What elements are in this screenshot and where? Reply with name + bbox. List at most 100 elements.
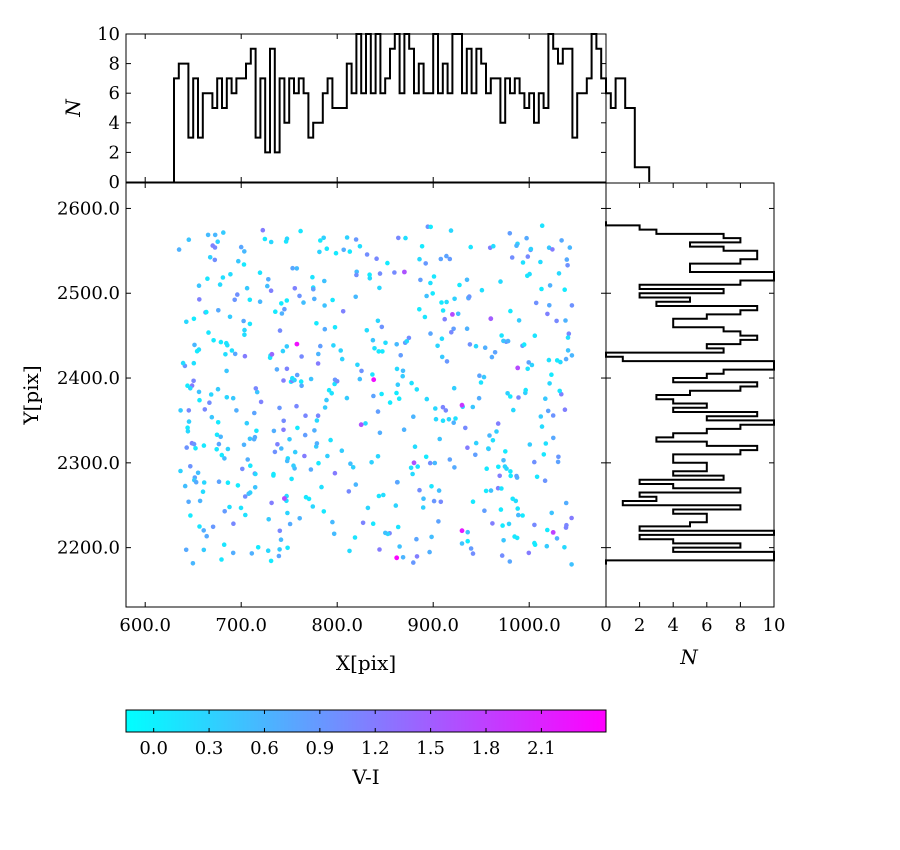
top-histogram-bar (265, 152, 270, 182)
scatter-point (490, 438, 496, 443)
scatter-point (218, 339, 224, 345)
scatter-point (569, 353, 575, 358)
scatter-point (381, 492, 386, 498)
scatter-point (274, 367, 280, 372)
scatter-point (457, 282, 462, 288)
scatter-point (322, 278, 327, 284)
scatter-point (376, 349, 382, 354)
scatter-x-tick-label: 900.0 (407, 615, 459, 636)
scatter-point (539, 223, 545, 228)
scatter-point (330, 519, 335, 525)
top-histogram-bar (500, 123, 505, 182)
scatter-point (197, 524, 202, 529)
scatter-point (265, 548, 271, 553)
scatter-point (508, 394, 513, 399)
scatter-point (507, 559, 513, 564)
scatter-point (451, 326, 456, 332)
scatter-point (209, 414, 215, 420)
scatter-point (183, 547, 189, 553)
scatter-point (269, 351, 275, 357)
scatter-y-tick-label: 2200.0 (57, 538, 120, 559)
colorbar-tick-label: 2.1 (527, 738, 556, 759)
scatter-point (481, 374, 487, 380)
scatter-point (287, 437, 292, 442)
scatter-point (511, 407, 516, 413)
scatter-point (549, 372, 554, 378)
scatter-point (487, 433, 492, 438)
scatter-point (501, 538, 506, 543)
scatter-point (532, 522, 537, 528)
scatter-point (332, 470, 338, 476)
scatter-point (204, 533, 209, 539)
scatter-point (192, 342, 197, 348)
top-histogram-y-ticks: 0 2 4 6 8 10 (97, 24, 606, 193)
scatter-point (235, 292, 240, 297)
scatter-point (455, 311, 461, 317)
scatter-point (444, 299, 449, 305)
scatter-point (188, 386, 193, 391)
scatter-point (191, 441, 197, 447)
scatter-point (547, 283, 553, 288)
scatter-point (222, 509, 227, 514)
scatter-point (364, 328, 370, 333)
scatter-point (414, 536, 419, 542)
scatter-point (214, 432, 220, 438)
scatter-point (265, 283, 270, 289)
scatter-point (212, 257, 218, 263)
scatter-point (257, 299, 263, 305)
scatter-point (217, 282, 223, 287)
scatter-point (417, 487, 422, 493)
scatter-point (510, 496, 515, 502)
scatter-point (212, 232, 218, 238)
scatter-point (331, 343, 336, 348)
scatter-point (308, 467, 314, 472)
scatter-point (314, 441, 320, 446)
scatter-point (448, 228, 454, 233)
scatter-point (225, 446, 231, 452)
scatter-point (322, 326, 328, 332)
scatter-point (227, 314, 233, 320)
scatter-point (266, 517, 272, 522)
scatter-point (557, 388, 562, 394)
top-histogram-bar (510, 93, 515, 182)
scatter-point (526, 360, 531, 365)
scatter-x-tick-label: 800.0 (311, 615, 363, 636)
colorbar-tick-label: 1.5 (416, 738, 445, 759)
top-histogram-bar (294, 93, 299, 182)
scatter-point (370, 372, 375, 377)
scatter-point (450, 312, 455, 317)
scatter-point (207, 400, 212, 406)
scatter-point (444, 253, 449, 259)
scatter-point (516, 395, 521, 400)
scatter-point (282, 306, 287, 312)
scatter-point (482, 345, 488, 351)
scatter-point (370, 337, 376, 343)
scatter-point (242, 332, 247, 338)
scatter-point (465, 538, 471, 544)
right-histogram-x-tick-label: 8 (735, 615, 746, 636)
scatter-point (328, 437, 333, 443)
scatter-point (452, 296, 457, 302)
scatter-point (365, 505, 371, 511)
scatter-point (312, 296, 317, 302)
scatter-point (188, 513, 193, 518)
scatter-point (294, 341, 300, 347)
scatter-point (490, 521, 495, 526)
scatter-point (338, 348, 344, 353)
scatter-point (520, 260, 526, 265)
scatter-point (532, 459, 537, 465)
scatter-point (353, 294, 359, 300)
scatter-point (397, 544, 402, 549)
scatter-x-tick-label: 1000.0 (498, 615, 561, 636)
top-histogram-bar (342, 108, 347, 182)
scatter-point (501, 338, 506, 344)
scatter-point (322, 303, 327, 308)
scatter-point (186, 408, 192, 413)
scatter-point (254, 428, 259, 434)
scatter-point (547, 381, 552, 386)
scatter-point (271, 428, 277, 434)
scatter-point (275, 442, 280, 447)
scatter-point (316, 351, 321, 357)
scatter-point (562, 407, 568, 413)
scatter-point (321, 235, 327, 241)
